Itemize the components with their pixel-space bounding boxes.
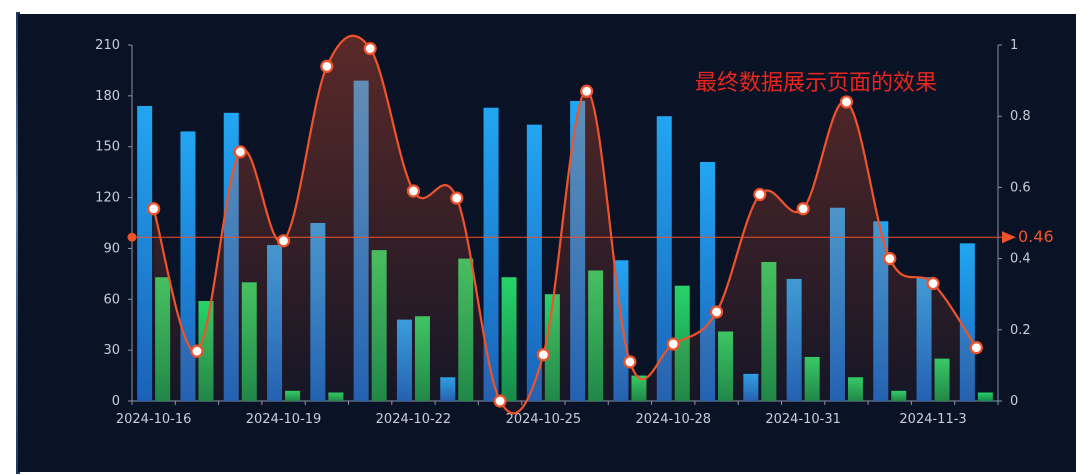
left-axis-tick-label: 60	[103, 292, 120, 307]
bar-series-2	[977, 392, 993, 401]
bar-series-1	[483, 107, 499, 401]
line-point	[233, 145, 247, 159]
line-point	[580, 84, 594, 98]
x-axis-tick-label: 2024-10-16	[116, 412, 192, 427]
line-point	[709, 305, 724, 319]
left-axis-tick-label: 90	[103, 241, 120, 256]
line-point	[450, 191, 464, 205]
left-axis-tick-label: 180	[95, 89, 120, 104]
line-point	[753, 187, 767, 202]
line-point	[926, 276, 940, 291]
x-axis-tick-label: 2024-10-19	[246, 412, 322, 427]
line-point	[190, 344, 204, 358]
bar-series-1	[526, 124, 542, 401]
right-axis-tick-label: 0.6	[1010, 180, 1031, 195]
right-axis-tick-label: 0.2	[1010, 323, 1031, 338]
line-point	[536, 348, 550, 362]
x-axis-tick-label: 2024-10-28	[635, 412, 711, 427]
line-point	[666, 337, 680, 351]
bar-series-1	[137, 106, 153, 402]
chart-panel: 0 30 60 90 120 150 180 210 0 0.2 0.4 0.6 0.8 1 2024-10…	[18, 14, 1076, 472]
combo-chart: 0 30 60 90 120 150 180 210 0 0.2 0.4 0.6 0.8 1 2024-10…	[95, 34, 1054, 427]
line-point	[406, 184, 421, 198]
line-area-fill	[153, 35, 977, 414]
left-axis-tick-label: 30	[103, 343, 120, 358]
left-axis-tick-label: 120	[95, 191, 120, 206]
line-point	[320, 59, 334, 73]
right-axis-tick-label: 0.8	[1010, 109, 1031, 124]
markline-arrow	[1002, 231, 1016, 244]
line-point	[493, 394, 507, 408]
line-point	[796, 202, 810, 216]
line-point	[276, 234, 291, 248]
annotation-text: 最终数据展示页面的效果	[695, 71, 938, 96]
left-axis-tick-label: 0	[112, 394, 120, 409]
line-point	[969, 341, 983, 355]
line-point	[147, 202, 161, 216]
line-point	[623, 355, 637, 369]
line-point	[839, 95, 854, 109]
right-axis-tick-label: 1	[1010, 38, 1018, 53]
line-point	[363, 41, 377, 56]
line-point	[883, 252, 897, 266]
x-axis-tick-label: 2024-10-25	[506, 412, 582, 427]
left-axis-tick-label: 150	[95, 140, 120, 155]
line-series	[152, 34, 978, 415]
x-axis-tick-label: 2024-10-22	[376, 412, 452, 427]
right-axis-tick-label: 0	[1010, 394, 1018, 409]
x-axis-tick-label: 2024-11-3	[899, 412, 966, 427]
left-axis-tick-label: 210	[95, 38, 120, 53]
markline-label: 0.46	[1018, 227, 1054, 246]
right-axis-tick-label: 0.4	[1010, 252, 1031, 267]
x-axis-tick-label: 2024-10-31	[765, 412, 841, 427]
bar-series-2	[501, 277, 517, 401]
bar-series-1	[656, 116, 672, 401]
